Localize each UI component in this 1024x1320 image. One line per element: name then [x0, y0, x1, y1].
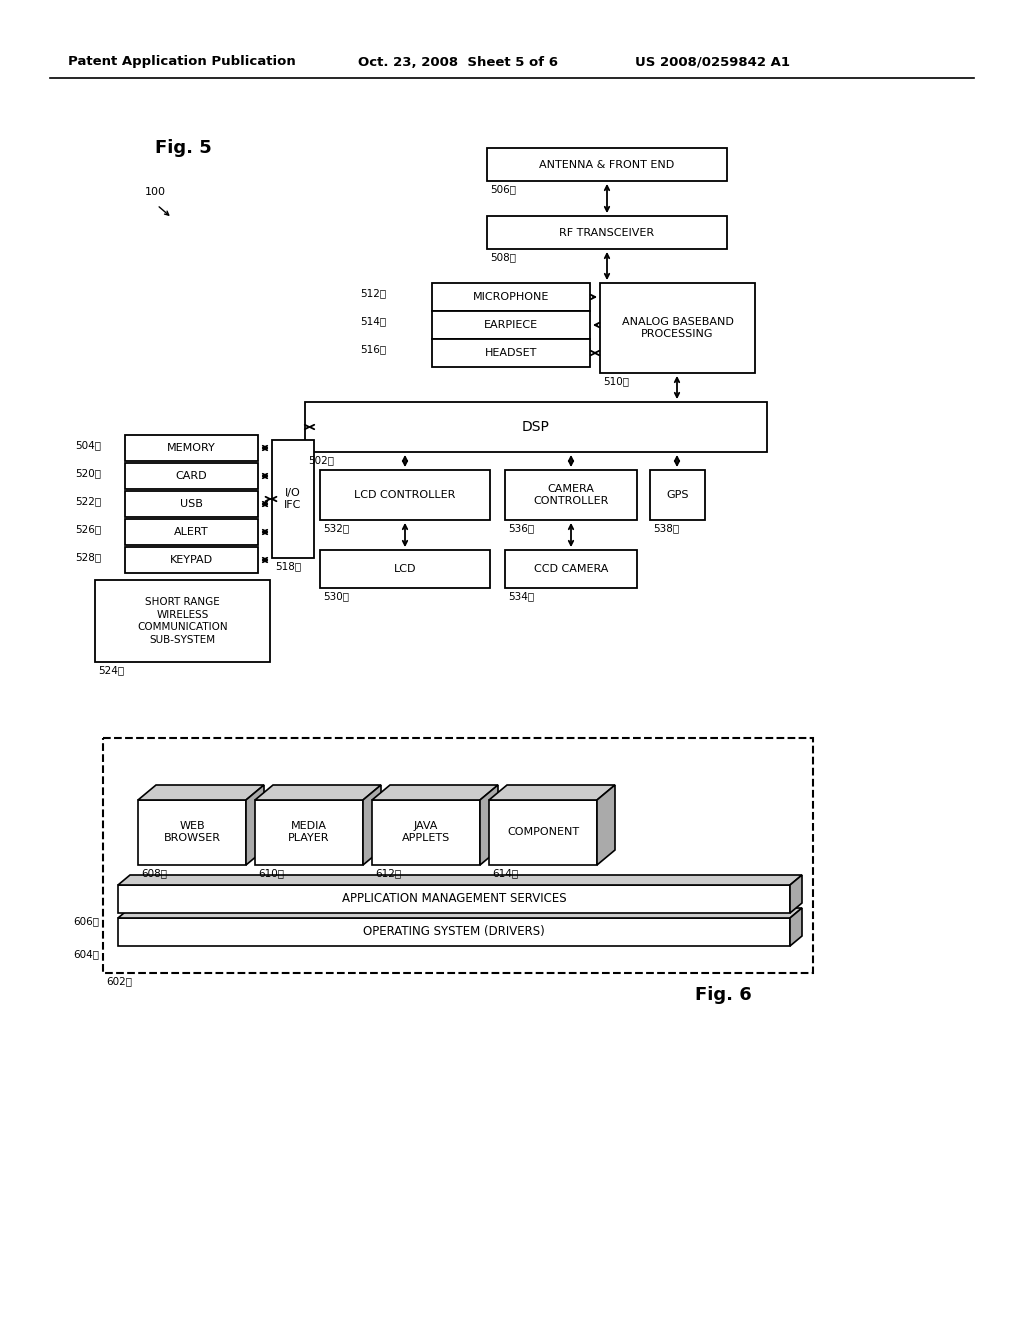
- Polygon shape: [246, 785, 264, 865]
- Text: MICROPHONE: MICROPHONE: [473, 292, 549, 302]
- Text: 516⌓: 516⌓: [360, 345, 386, 354]
- Bar: [432, 282, 590, 312]
- Polygon shape: [118, 917, 790, 946]
- Polygon shape: [790, 908, 802, 946]
- Bar: [505, 470, 637, 520]
- Text: RF TRANSCEIVER: RF TRANSCEIVER: [559, 227, 654, 238]
- Text: ANTENNA & FRONT END: ANTENNA & FRONT END: [540, 160, 675, 169]
- Bar: [272, 440, 314, 558]
- Text: Fig. 6: Fig. 6: [695, 986, 752, 1005]
- Text: 520⌓: 520⌓: [75, 469, 101, 478]
- Polygon shape: [480, 785, 498, 865]
- Polygon shape: [138, 785, 264, 800]
- Bar: [432, 312, 590, 339]
- Text: GPS: GPS: [667, 490, 689, 500]
- Polygon shape: [372, 800, 480, 865]
- Text: 504⌓: 504⌓: [75, 440, 101, 450]
- Bar: [125, 463, 258, 488]
- Text: 508⌓: 508⌓: [490, 252, 516, 261]
- Bar: [95, 579, 270, 663]
- Bar: [125, 491, 258, 517]
- Polygon shape: [489, 785, 615, 800]
- Text: ANALOG BASEBAND
PROCESSING: ANALOG BASEBAND PROCESSING: [622, 317, 733, 339]
- Text: 604⌓: 604⌓: [73, 949, 99, 960]
- Text: CCD CAMERA: CCD CAMERA: [534, 564, 608, 574]
- Polygon shape: [118, 908, 802, 917]
- Text: 612⌓: 612⌓: [375, 869, 401, 878]
- Text: 538⌓: 538⌓: [653, 523, 679, 533]
- Text: I/O
IFC: I/O IFC: [285, 488, 302, 511]
- Text: APPLICATION MANAGEMENT SERVICES: APPLICATION MANAGEMENT SERVICES: [342, 892, 566, 906]
- Text: MEDIA
PLAYER: MEDIA PLAYER: [288, 821, 330, 843]
- Polygon shape: [118, 884, 790, 913]
- Text: 100: 100: [145, 187, 166, 197]
- Polygon shape: [362, 785, 381, 865]
- Text: WEB
BROWSER: WEB BROWSER: [164, 821, 220, 843]
- Bar: [125, 436, 258, 461]
- Text: 526⌓: 526⌓: [75, 524, 101, 535]
- Polygon shape: [790, 875, 802, 913]
- Text: 518⌓: 518⌓: [275, 561, 301, 572]
- Text: 534⌓: 534⌓: [508, 591, 535, 601]
- Text: Fig. 5: Fig. 5: [155, 139, 212, 157]
- Polygon shape: [118, 875, 802, 884]
- Text: 502⌓: 502⌓: [308, 455, 334, 465]
- Bar: [125, 519, 258, 545]
- Bar: [650, 470, 705, 520]
- Text: OPERATING SYSTEM (DRIVERS): OPERATING SYSTEM (DRIVERS): [364, 925, 545, 939]
- Text: EARPIECE: EARPIECE: [484, 319, 538, 330]
- Text: US 2008/0259842 A1: US 2008/0259842 A1: [635, 55, 790, 69]
- Text: 528⌓: 528⌓: [75, 552, 101, 562]
- Bar: [103, 738, 813, 973]
- Polygon shape: [489, 800, 597, 865]
- Text: 532⌓: 532⌓: [323, 523, 349, 533]
- Polygon shape: [138, 800, 246, 865]
- Bar: [505, 550, 637, 587]
- Text: 512⌓: 512⌓: [360, 288, 386, 298]
- Polygon shape: [597, 785, 615, 865]
- Bar: [305, 403, 767, 451]
- Text: COMPONENT: COMPONENT: [507, 828, 579, 837]
- Text: 522⌓: 522⌓: [75, 496, 101, 506]
- Text: Patent Application Publication: Patent Application Publication: [68, 55, 296, 69]
- Text: CARD: CARD: [176, 471, 207, 480]
- Bar: [319, 550, 490, 587]
- Text: LCD: LCD: [394, 564, 416, 574]
- Text: 606⌓: 606⌓: [73, 916, 99, 927]
- Text: CAMERA
CONTROLLER: CAMERA CONTROLLER: [534, 484, 608, 506]
- Text: 614⌓: 614⌓: [492, 869, 518, 878]
- Text: 506⌓: 506⌓: [490, 183, 516, 194]
- Text: 530⌓: 530⌓: [323, 591, 349, 601]
- Bar: [600, 282, 755, 374]
- Text: 524⌓: 524⌓: [98, 665, 124, 675]
- Text: 514⌓: 514⌓: [360, 315, 386, 326]
- Text: 608⌓: 608⌓: [141, 869, 167, 878]
- Text: JAVA
APPLETS: JAVA APPLETS: [401, 821, 451, 843]
- Text: SHORT RANGE
WIRELESS
COMMUNICATION
SUB-SYSTEM: SHORT RANGE WIRELESS COMMUNICATION SUB-S…: [137, 598, 227, 644]
- Text: Oct. 23, 2008  Sheet 5 of 6: Oct. 23, 2008 Sheet 5 of 6: [358, 55, 558, 69]
- Text: HEADSET: HEADSET: [484, 348, 538, 358]
- Text: 510⌓: 510⌓: [603, 376, 629, 385]
- Text: 536⌓: 536⌓: [508, 523, 535, 533]
- Polygon shape: [255, 785, 381, 800]
- Bar: [487, 216, 727, 249]
- Bar: [487, 148, 727, 181]
- Text: KEYPAD: KEYPAD: [170, 554, 213, 565]
- Bar: [319, 470, 490, 520]
- Text: 602⌓: 602⌓: [106, 975, 132, 986]
- Polygon shape: [255, 800, 362, 865]
- Text: MEMORY: MEMORY: [167, 444, 216, 453]
- Text: DSP: DSP: [522, 420, 550, 434]
- Text: LCD CONTROLLER: LCD CONTROLLER: [354, 490, 456, 500]
- Text: 610⌓: 610⌓: [258, 869, 284, 878]
- Text: ALERT: ALERT: [174, 527, 209, 537]
- Polygon shape: [372, 785, 498, 800]
- Bar: [125, 546, 258, 573]
- Text: USB: USB: [180, 499, 203, 510]
- Bar: [432, 339, 590, 367]
